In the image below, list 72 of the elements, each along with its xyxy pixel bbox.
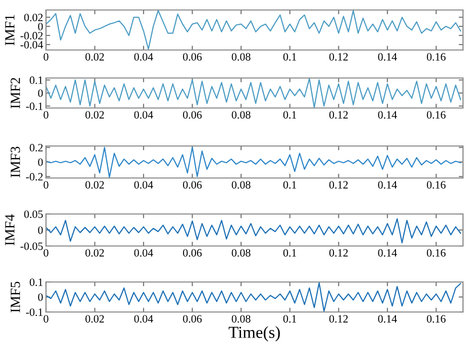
x-tick-label: 0.16 xyxy=(426,315,446,323)
y-tick-label: 0.05 xyxy=(24,210,43,218)
x-tick-label: 0.04 xyxy=(134,181,154,189)
y-tick-label: 0.1 xyxy=(30,278,43,286)
x-tick-label: 0.12 xyxy=(329,181,348,189)
x-tick-label: 0.02 xyxy=(85,111,104,119)
line-series xyxy=(46,146,462,178)
x-tick-label: 0.16 xyxy=(426,53,446,61)
x-tick-label: 0.02 xyxy=(85,53,104,61)
y-axis-title: IMF2 xyxy=(10,78,20,108)
x-tick-label: 0.14 xyxy=(378,315,397,323)
y-tick-label: 0.2 xyxy=(30,144,43,152)
y-axis-title: IMF5 xyxy=(10,282,20,312)
x-tick-label: 0.1 xyxy=(283,315,296,323)
y-axis-title: IMF4 xyxy=(5,214,14,246)
x-tick-label: 0.04 xyxy=(134,315,154,323)
x-tick-label: 0.08 xyxy=(232,53,250,61)
x-tick-label: 0.16 xyxy=(426,249,446,257)
y-axis-title: IMF1 xyxy=(5,15,14,46)
y-tick-label: 0.02 xyxy=(24,14,43,22)
line-series xyxy=(46,218,462,244)
x-tick-label: 0.06 xyxy=(183,111,202,119)
y-tick-label: 0 xyxy=(38,89,43,97)
line-series xyxy=(46,10,462,50)
y-tick-label: 0 xyxy=(38,158,43,166)
x-tick-label: 0.16 xyxy=(426,111,446,119)
x-tick-label: 0.1 xyxy=(283,53,296,61)
x-tick-label: 0.02 xyxy=(85,181,104,189)
x-tick-label: 0.08 xyxy=(232,111,250,119)
y-tick-label: -0.02 xyxy=(20,32,43,40)
x-tick-label: 0.08 xyxy=(232,249,250,257)
x-tick-label: 0 xyxy=(44,315,48,323)
x-tick-label: 0.08 xyxy=(232,315,250,323)
x-tick-label: 0.14 xyxy=(378,249,397,257)
y-tick-label: 0 xyxy=(38,226,43,234)
y-axis-title: IMF3 xyxy=(10,146,20,178)
y-tick-label: -0.2 xyxy=(26,173,43,181)
x-tick-label: 0.06 xyxy=(183,249,202,257)
y-tick-label: 0 xyxy=(38,22,43,30)
x-tick-label: 0.06 xyxy=(183,315,202,323)
x-tick-label: 0.1 xyxy=(283,181,296,189)
x-tick-label: 0.04 xyxy=(134,249,154,257)
x-tick-label: 0.02 xyxy=(85,249,104,257)
x-tick-label: 0.12 xyxy=(329,111,348,119)
y-tick-label: -0.1 xyxy=(26,102,43,110)
x-tick-label: 0.14 xyxy=(378,181,397,189)
x-tick-label: 0.12 xyxy=(329,315,348,323)
x-tick-label: 0.12 xyxy=(329,53,348,61)
y-tick-label: 0 xyxy=(38,293,43,301)
x-tick-label: 0.04 xyxy=(134,53,154,61)
x-tick-label: 0.12 xyxy=(329,249,348,257)
line-series xyxy=(46,78,462,108)
x-tick-label: 0.16 xyxy=(426,181,446,189)
x-tick-label: 0.04 xyxy=(134,111,154,119)
x-tick-label: 0 xyxy=(44,111,48,119)
line-series xyxy=(46,282,462,312)
x-tick-label: 0.06 xyxy=(183,181,202,189)
x-tick-label: 0 xyxy=(44,181,48,189)
x-tick-label: 0 xyxy=(44,249,48,257)
y-tick-label: -0.04 xyxy=(20,41,44,49)
y-tick-label: -0.05 xyxy=(20,242,43,250)
x-tick-label: 0.1 xyxy=(283,249,296,257)
x-tick-label: 0.14 xyxy=(378,53,397,61)
x-tick-label: 0.1 xyxy=(283,111,296,119)
x-tick-label: 0 xyxy=(44,53,48,61)
x-axis-title: Time(s) xyxy=(228,326,280,342)
x-tick-label: 0.02 xyxy=(85,315,104,323)
y-tick-label: -0.1 xyxy=(26,308,43,316)
y-tick-label: 0.1 xyxy=(30,76,43,84)
x-tick-label: 0.06 xyxy=(183,53,202,61)
x-tick-label: 0.08 xyxy=(232,181,250,189)
x-tick-label: 0.14 xyxy=(378,111,397,119)
